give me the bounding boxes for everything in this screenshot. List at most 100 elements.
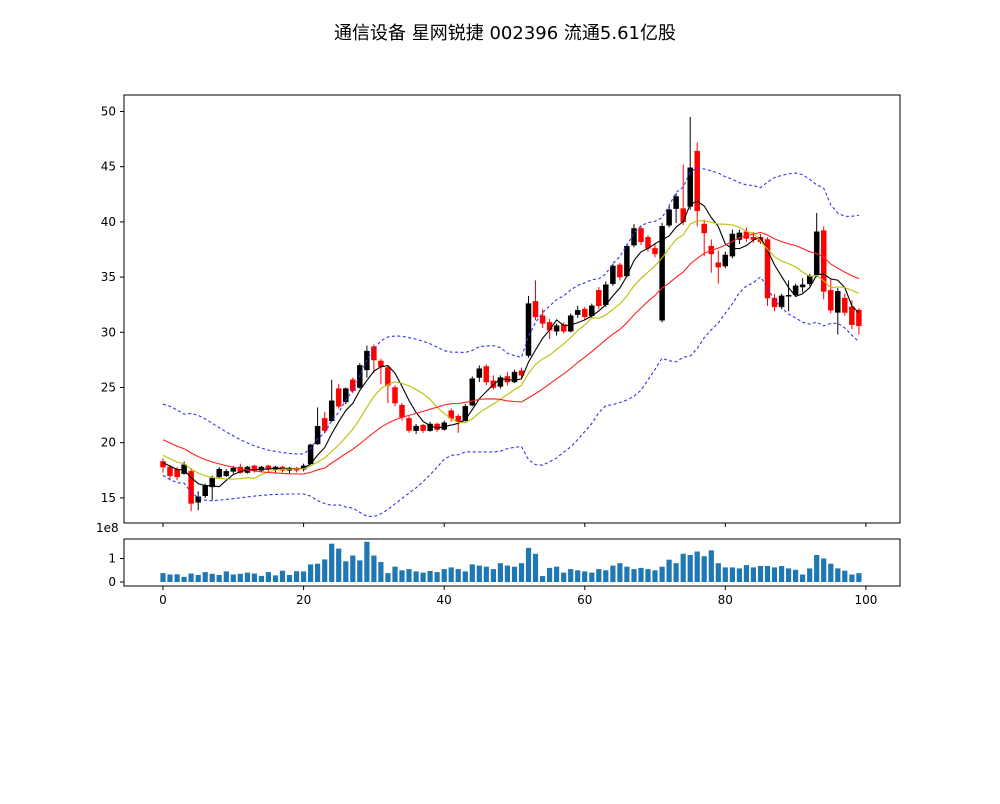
volume-bar [610, 565, 616, 583]
candle-body [223, 471, 230, 477]
candle-body [230, 467, 237, 472]
candle-body [434, 423, 440, 430]
volume-bar [455, 569, 461, 582]
candle-body [567, 315, 574, 332]
volume-bar [828, 563, 834, 582]
candle-body [420, 424, 426, 431]
volume-bar [849, 574, 855, 582]
volume-bar [835, 568, 841, 582]
candle-body [167, 466, 173, 477]
volume-bar [603, 570, 609, 583]
volume-bar [525, 547, 532, 582]
candle-body [828, 290, 834, 311]
candle-body [617, 264, 623, 278]
candle-body [525, 303, 532, 356]
volume-bar [532, 553, 539, 582]
candle-body [483, 366, 490, 383]
volume-bar [251, 573, 257, 582]
candle-body [539, 315, 546, 324]
volume-bar [315, 563, 321, 582]
volume-bar [771, 567, 778, 582]
price-y-tick-label: 50 [101, 105, 116, 119]
price-y-tick-label: 25 [101, 381, 116, 395]
volume-bar [786, 568, 792, 582]
candle-body [835, 291, 841, 313]
candle-body [806, 275, 813, 284]
candle-body [455, 415, 461, 422]
volume-x-tick-label: 60 [577, 593, 592, 607]
volume-bar [659, 566, 665, 582]
volume-bar [814, 555, 820, 582]
candle-body [202, 485, 208, 496]
volume-bar [329, 543, 335, 582]
volume-bar [715, 563, 721, 582]
volume-bar [750, 567, 756, 582]
volume-bar [554, 566, 560, 582]
candle-body [350, 379, 356, 392]
candle-body [673, 196, 679, 209]
candle-body [694, 150, 700, 212]
candle-body [778, 295, 785, 308]
candle-body [427, 423, 433, 431]
volume-bar [244, 572, 250, 582]
volume-bar [842, 570, 848, 582]
volume-bar [793, 569, 799, 582]
volume-bar [701, 556, 707, 583]
volume-bar [476, 565, 482, 583]
volume-bar [547, 567, 553, 582]
volume-bar [371, 555, 377, 583]
candle-body [314, 425, 321, 445]
volume-bar [856, 573, 862, 582]
volume-bar [427, 571, 433, 582]
candle-body [792, 285, 799, 295]
candle-body [799, 284, 806, 288]
candle-body [610, 265, 616, 284]
candle-body [596, 290, 602, 307]
candle-body [842, 297, 848, 313]
volume-bar [568, 569, 574, 582]
bollinger-upper-line [162, 167, 859, 455]
volume-bar [511, 566, 518, 582]
candle-body [785, 295, 792, 297]
volume-bar [757, 566, 764, 582]
volume-bar [392, 566, 398, 582]
volume-bar [540, 576, 546, 582]
candle-body [335, 388, 342, 407]
overlay-lines-layer [162, 167, 860, 518]
candle-body [392, 387, 398, 404]
volume-bar [764, 566, 771, 582]
ma20-line [162, 231, 860, 475]
candle-body [687, 167, 693, 207]
candle-body [188, 471, 194, 504]
volume-bar [708, 550, 714, 582]
volume-bar [265, 572, 271, 582]
volume-bar [336, 548, 342, 582]
candle-body [469, 378, 476, 406]
volume-bar [518, 563, 525, 582]
volume-bar [357, 560, 363, 582]
volume-bar [807, 568, 813, 582]
candle-body [631, 228, 637, 246]
candle-body [328, 400, 335, 421]
candle-body [659, 226, 665, 321]
volume-bar [448, 567, 454, 582]
candle-body [413, 425, 419, 431]
volume-bar [729, 567, 735, 582]
volume-bar [779, 566, 785, 582]
volume-x-tick-label: 80 [718, 593, 733, 607]
price-y-tick-label: 40 [101, 215, 116, 229]
candle-body [216, 468, 222, 478]
volume-bar [624, 566, 630, 582]
candle-body [553, 325, 560, 332]
volume-bar [343, 561, 349, 582]
volume-bar [167, 574, 173, 582]
volume-bar [736, 568, 742, 582]
volume-bar [497, 563, 503, 582]
candle-body [820, 230, 827, 292]
volume-bar [743, 565, 749, 582]
volume-bar [258, 575, 264, 582]
volume-bar [680, 553, 686, 582]
ma5-line [162, 200, 860, 488]
volume-bar [652, 570, 658, 583]
